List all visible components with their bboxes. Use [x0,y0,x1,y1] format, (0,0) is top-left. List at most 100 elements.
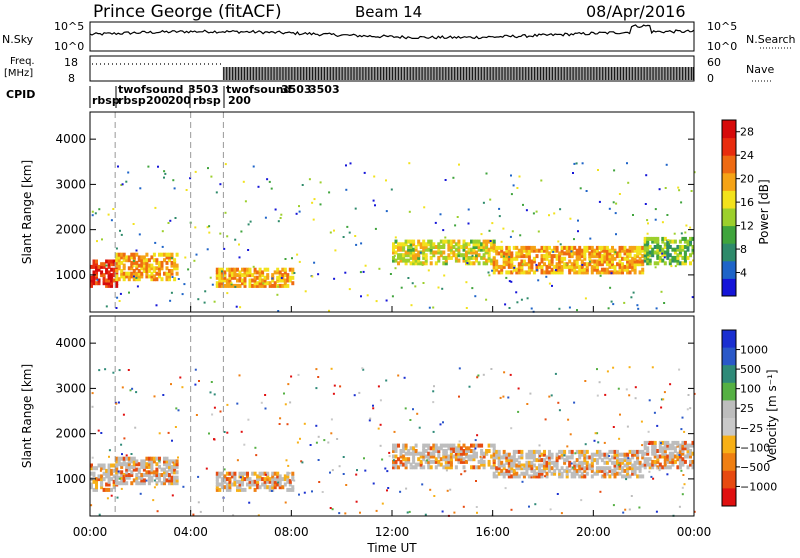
power-cell [605,245,609,250]
velocity-cell [279,417,282,420]
velocity-cell [628,508,631,511]
velocity-cell [618,466,622,471]
velocity-cell [658,449,662,453]
power-cell [392,242,395,247]
velocity-cell [173,467,177,472]
power-cell [500,270,504,275]
velocity-cell [317,376,320,378]
velocity-cell [543,452,546,457]
velocity-cell [482,454,486,459]
power-cell [663,236,667,241]
velocity-cell [678,443,682,448]
power-cell [577,230,579,233]
power-cell [404,253,408,258]
cpid-segment: 200 [146,94,169,107]
power-cell [150,271,154,276]
power-cell [220,281,224,286]
power-cell [527,267,531,272]
velocity-cell [691,440,695,445]
power-cell [597,169,599,171]
power-cell [235,305,238,308]
power-cell [397,255,400,260]
power-cell [511,230,514,233]
velocity-cell [283,477,287,482]
power-cell [173,260,177,265]
noise-left-tick-top: 10^5 [54,20,84,33]
velocity-cell [465,446,468,451]
power-cell [525,209,528,212]
power-cell [410,304,413,307]
power-cell [439,250,443,255]
velocity-cell [580,474,584,479]
velocity-cell [127,459,131,464]
velocity-cell [102,466,106,471]
velocity-cell [540,474,544,479]
power-cell [480,247,484,252]
velocity-cell [497,471,501,476]
velocity-cell [168,462,171,467]
velocity-cell [507,468,511,473]
velocity-cell [495,449,499,454]
velocity-cell [327,441,330,444]
velocity-cell [490,368,493,370]
power-cell [152,252,156,257]
power-cell [677,186,680,189]
power-cell [165,277,169,282]
power-cell [261,273,265,278]
power-cell [122,263,126,268]
velocity-cell [120,470,124,475]
power-cell [520,251,524,256]
velocity-cell [452,443,456,448]
power-cell [319,203,322,206]
velocity-cell [598,381,601,384]
power-cell [595,248,599,253]
power-cell [502,251,506,256]
power-cell [432,242,436,247]
power-cell [600,248,604,253]
power-cell [568,264,572,269]
velocity-cell [226,431,229,434]
velocity-cell [264,473,267,476]
power-cell [579,187,582,190]
power-cell [681,247,685,252]
power-cell [545,270,549,275]
power-cell [590,267,594,272]
velocity-cell [394,454,398,459]
power-cell [256,281,260,286]
velocity-cell [573,474,577,479]
velocity-cell [429,446,433,451]
power-cell [392,245,395,249]
power-cell [628,264,632,269]
power-cell [197,298,200,301]
velocity-cell [515,471,519,476]
velocity-cell [333,384,336,387]
velocity-cell [330,432,333,435]
velocity-cell [220,471,224,476]
power-cell [248,273,252,278]
power-cell [261,278,265,283]
velocity-cell [520,463,524,468]
velocity-cell [527,463,531,468]
power-cell [238,270,242,275]
power-cell [623,248,627,253]
velocity-cell [152,459,156,464]
velocity-cell [535,471,539,476]
noise-sky-trace [89,24,695,40]
power-cell [575,251,579,256]
velocity-cell [105,474,109,479]
power-cell [150,266,154,271]
velocity-cell [122,475,126,480]
power-cell [360,242,363,245]
power-cell [495,245,499,250]
velocity-cell [616,458,619,463]
velocity-cell [447,454,451,459]
power-cell [632,214,634,216]
power-cell [555,248,559,253]
power-cell [112,259,116,264]
velocity-cell [463,470,466,473]
power-cell [465,250,468,255]
power-cell [456,216,459,218]
power-cell [253,275,257,280]
velocity-cell [276,477,280,482]
velocity-cell [299,437,301,440]
